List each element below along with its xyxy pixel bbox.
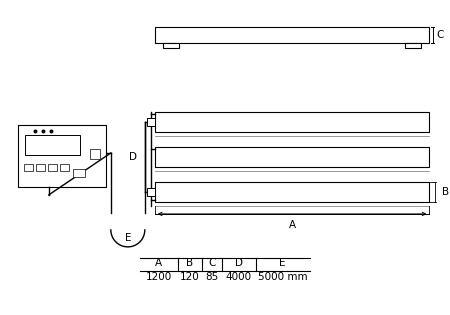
Bar [48,164,57,171]
Text: 85: 85 [205,272,218,282]
Text: C: C [208,258,216,268]
Bar [147,188,155,196]
Bar [163,43,179,48]
Text: E: E [125,233,131,243]
Bar [155,182,429,202]
Text: 1200: 1200 [146,272,172,282]
Text: A: A [288,220,296,230]
Text: D: D [129,152,137,162]
Text: B: B [186,258,194,268]
Bar [18,125,106,187]
Bar [155,147,429,167]
Text: C: C [436,30,444,40]
Text: D: D [235,258,243,268]
Bar [24,164,33,171]
Text: 4000: 4000 [225,272,252,282]
Bar [36,164,45,171]
Text: 120: 120 [180,272,200,282]
Bar [405,43,422,48]
Text: A: A [155,258,162,268]
Bar [155,27,429,43]
Bar [90,149,100,159]
Text: E: E [279,258,286,268]
Bar [73,169,85,177]
Text: 5000 mm: 5000 mm [258,272,307,282]
Bar [25,135,80,155]
Bar [155,112,429,132]
Bar [147,118,155,126]
Text: B: B [442,187,450,197]
Bar [60,164,69,171]
